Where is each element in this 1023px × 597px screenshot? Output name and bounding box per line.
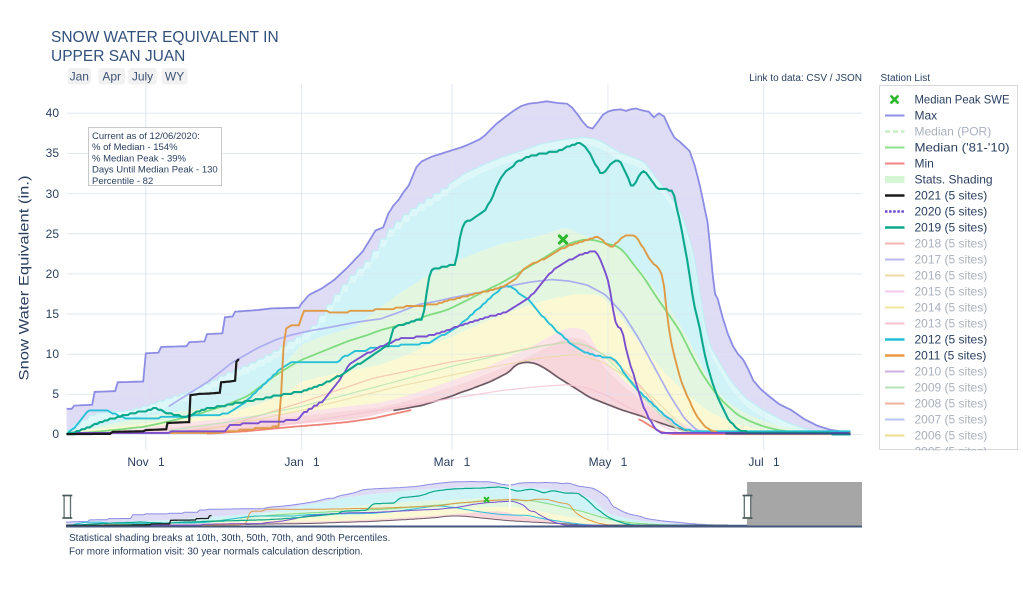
svg-text:Max: Max	[915, 109, 938, 123]
svg-text:Jul 1: Jul 1	[748, 455, 780, 469]
svg-text:2019 (5 sites): 2019 (5 sites)	[915, 221, 988, 235]
svg-text:20: 20	[46, 267, 60, 281]
svg-text:Stats. Shading: Stats. Shading	[915, 173, 993, 187]
svg-text:July: July	[132, 70, 153, 84]
svg-text:Nov 1: Nov 1	[127, 455, 165, 469]
svg-text:Station List: Station List	[881, 73, 931, 84]
svg-text:2006 (5 sites): 2006 (5 sites)	[915, 429, 988, 443]
svg-text:2011 (5 sites): 2011 (5 sites)	[915, 349, 987, 363]
svg-text:Min: Min	[915, 157, 934, 171]
svg-text:2013 (5 sites): 2013 (5 sites)	[915, 317, 988, 331]
svg-text:% Median Peak - 39%: % Median Peak - 39%	[92, 153, 187, 164]
svg-text:Days Until Median Peak - 130: Days Until Median Peak - 130	[92, 165, 218, 176]
svg-text:2008 (5 sites): 2008 (5 sites)	[915, 397, 988, 411]
svg-text:30: 30	[46, 187, 60, 201]
svg-text:Median Peak SWE: Median Peak SWE	[915, 93, 1010, 107]
svg-text:UPPER SAN JUAN: UPPER SAN JUAN	[51, 48, 185, 65]
svg-text:5: 5	[52, 387, 59, 401]
svg-text:% of Median - 154%: % of Median - 154%	[92, 142, 178, 153]
svg-text:35: 35	[46, 146, 60, 160]
svg-text:15: 15	[46, 307, 60, 321]
svg-text:Link to data: CSV / JSON: Link to data: CSV / JSON	[749, 73, 862, 84]
svg-text:WY: WY	[165, 70, 184, 84]
svg-text:2021 (5 sites): 2021 (5 sites)	[915, 189, 988, 203]
svg-text:Jan: Jan	[70, 70, 89, 84]
svg-text:Statistical shading breaks at: Statistical shading breaks at 10th, 30th…	[69, 533, 390, 544]
svg-text:Jan 1: Jan 1	[284, 455, 320, 469]
svg-text:Median (POR): Median (POR)	[915, 125, 992, 139]
svg-text:SNOW WATER EQUIVALENT IN: SNOW WATER EQUIVALENT IN	[51, 29, 279, 46]
svg-text:2018 (5 sites): 2018 (5 sites)	[915, 237, 988, 251]
svg-text:2017 (5 sites): 2017 (5 sites)	[915, 253, 988, 267]
svg-text:Percentile - 82: Percentile - 82	[92, 176, 153, 187]
svg-text:Snow Water Equivalent (in.): Snow Water Equivalent (in.)	[16, 176, 32, 381]
svg-text:2020 (5 sites): 2020 (5 sites)	[915, 205, 988, 219]
svg-text:2005 (5 sites): 2005 (5 sites)	[915, 445, 988, 459]
svg-text:0: 0	[52, 427, 59, 441]
svg-text:Median ('81-'10): Median ('81-'10)	[915, 141, 1010, 155]
svg-text:2007 (5 sites): 2007 (5 sites)	[915, 413, 988, 427]
svg-text:10: 10	[46, 347, 60, 361]
svg-text:25: 25	[46, 227, 60, 241]
svg-text:40: 40	[46, 106, 60, 120]
svg-text:2009 (5 sites): 2009 (5 sites)	[915, 381, 988, 395]
svg-text:May 1: May 1	[589, 455, 628, 469]
svg-text:2012 (5 sites): 2012 (5 sites)	[915, 333, 988, 347]
svg-text:2016 (5 sites): 2016 (5 sites)	[915, 269, 988, 283]
svg-text:2015 (5 sites): 2015 (5 sites)	[915, 285, 988, 299]
svg-text:For more information visit: 30: For more information visit: 30 year norm…	[69, 547, 363, 558]
svg-text:Mar 1: Mar 1	[434, 455, 471, 469]
svg-text:2010 (5 sites): 2010 (5 sites)	[915, 365, 988, 379]
svg-text:Apr: Apr	[102, 70, 121, 84]
svg-text:Current as of 12/06/2020:: Current as of 12/06/2020:	[92, 131, 200, 142]
svg-text:2014 (5 sites): 2014 (5 sites)	[915, 301, 988, 315]
